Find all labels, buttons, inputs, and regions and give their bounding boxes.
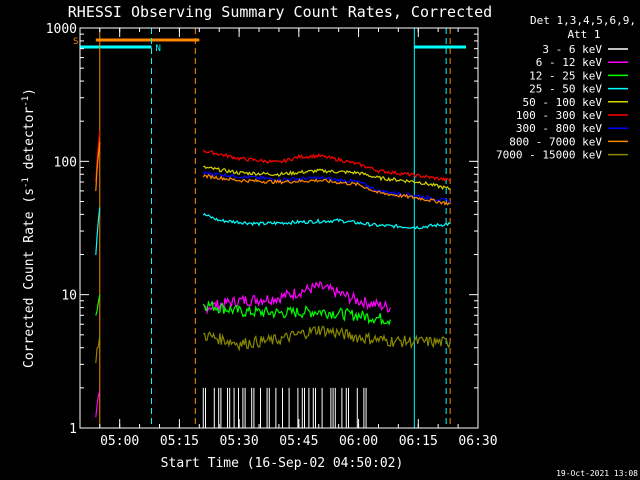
legend-header-detectors: Det 1,3,4,5,6,9, <box>530 14 636 27</box>
y-axis-label-sup2: -1 <box>21 96 31 107</box>
y-axis-label-part2: detector <box>22 107 37 178</box>
footer-timestamp: 19-Oct-2021 13:08 <box>556 469 638 478</box>
series-line-800to7000keV <box>202 174 451 206</box>
y-tick-label: 10 <box>61 289 77 304</box>
legend-label: 6 - 12 keV <box>536 56 603 69</box>
legend-header-attenuator: Att 1 <box>567 28 600 41</box>
series-line-6to12keV <box>95 390 101 418</box>
series-line-800to7000keV <box>95 141 101 192</box>
series-line-12to25keV <box>95 294 101 316</box>
series-line-50to100keV <box>203 165 451 191</box>
legend-label: 300 - 800 keV <box>516 122 602 135</box>
legend-label: 25 - 50 keV <box>529 83 602 96</box>
series-line-7000to15000keV <box>203 325 451 352</box>
x-tick-label: 05:30 <box>220 434 259 449</box>
y-tick-label: 100 <box>54 155 77 170</box>
y-axis-label: Corrected Count Rate (s-1 detector-1) <box>21 88 37 368</box>
legend-label: 7000 - 15000 keV <box>496 149 602 162</box>
x-tick-label: 05:15 <box>160 434 199 449</box>
x-axis-label: Start Time (16-Sep-02 04:50:02) <box>161 456 404 471</box>
chart-title: RHESSI Observing Summary Count Rates, Co… <box>68 3 492 21</box>
flag-label-1: N <box>156 44 161 54</box>
y-tick-label: 1 <box>69 422 77 437</box>
series-line-6to12keV <box>202 280 391 315</box>
axes: 1 10 100 1000 05:00 05:15 05:30 05:45 06:00 06:15… <box>46 22 498 449</box>
series-line-25to50keV <box>202 212 451 230</box>
y-axis-label-sup1: -1 <box>21 177 31 188</box>
legend-label: 12 - 25 keV <box>529 69 602 82</box>
x-tick-label: 06:15 <box>399 434 438 449</box>
series-line-100to300keV <box>202 149 451 183</box>
x-tick-label: 06:00 <box>339 434 378 449</box>
plot-area: SN <box>73 28 466 428</box>
legend-label: 3 - 6 keV <box>542 43 602 56</box>
flag-label-0: S <box>73 37 78 47</box>
legend-label: 100 - 300 keV <box>516 109 602 122</box>
x-tick-label: 06:30 <box>458 434 497 449</box>
series-line-300to800keV <box>203 170 451 204</box>
series-line-25to50keV <box>95 207 101 256</box>
y-tick-label: 1000 <box>46 22 77 37</box>
y-axis-label-part1: Corrected Count Rate (s <box>22 188 37 368</box>
series-line-7000to15000keV <box>95 334 101 364</box>
x-tick-label: 05:45 <box>279 434 318 449</box>
series-line-12to25keV <box>202 299 391 326</box>
legend-label: 50 - 100 keV <box>523 96 603 109</box>
legend-label: 800 - 7000 keV <box>509 135 602 148</box>
y-axis-label-part3: ) <box>22 88 37 96</box>
x-tick-label: 05:00 <box>100 434 139 449</box>
